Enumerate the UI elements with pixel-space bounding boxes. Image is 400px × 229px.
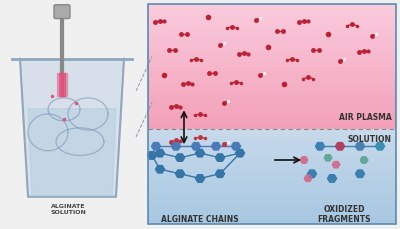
Polygon shape — [216, 170, 224, 178]
Bar — [148, 113, 396, 117]
Bar — [148, 139, 396, 142]
Bar — [148, 146, 396, 149]
Bar — [148, 38, 396, 42]
Bar — [148, 190, 396, 193]
Bar — [148, 76, 396, 80]
Bar — [148, 34, 396, 38]
Bar — [148, 174, 396, 177]
Bar — [148, 17, 396, 21]
Polygon shape — [156, 150, 164, 157]
Text: OXIDIZED
FRAGMENTS: OXIDIZED FRAGMENTS — [317, 204, 371, 223]
Bar — [148, 196, 396, 199]
Bar — [148, 202, 396, 205]
Bar — [148, 218, 396, 221]
Polygon shape — [356, 143, 364, 150]
Polygon shape — [316, 143, 324, 150]
Bar — [148, 155, 396, 158]
Bar — [148, 5, 396, 224]
Bar — [148, 180, 396, 183]
Bar — [148, 193, 396, 196]
Polygon shape — [216, 154, 224, 162]
Polygon shape — [324, 155, 332, 161]
Bar — [148, 9, 396, 13]
Bar — [148, 109, 396, 113]
Bar — [148, 30, 396, 34]
Polygon shape — [176, 154, 184, 162]
Bar — [148, 105, 396, 109]
Text: SOLUTION: SOLUTION — [348, 134, 392, 143]
Bar — [148, 130, 396, 133]
Bar — [148, 46, 396, 51]
Bar — [148, 80, 396, 84]
Bar — [148, 177, 396, 180]
Bar — [148, 221, 396, 224]
Bar — [148, 84, 396, 88]
Bar — [148, 133, 396, 136]
Bar — [148, 59, 396, 63]
Bar — [148, 51, 396, 55]
Text: AIR PLASMA: AIR PLASMA — [339, 112, 392, 121]
Polygon shape — [336, 143, 344, 150]
FancyBboxPatch shape — [54, 6, 70, 19]
Bar — [148, 215, 396, 218]
Bar — [148, 212, 396, 215]
Polygon shape — [376, 143, 384, 150]
Bar — [148, 92, 396, 96]
Bar — [148, 42, 396, 46]
Bar — [148, 67, 396, 71]
Bar — [148, 88, 396, 92]
Polygon shape — [360, 157, 368, 163]
Polygon shape — [28, 109, 116, 196]
Polygon shape — [212, 143, 220, 150]
Bar — [148, 168, 396, 171]
Bar — [148, 71, 396, 76]
Bar — [148, 165, 396, 168]
Polygon shape — [196, 150, 204, 157]
Bar — [148, 142, 396, 146]
Polygon shape — [356, 170, 364, 178]
Polygon shape — [20, 60, 124, 197]
Bar — [148, 25, 396, 30]
Polygon shape — [304, 176, 312, 182]
Polygon shape — [172, 143, 180, 150]
Polygon shape — [192, 143, 200, 150]
Bar — [148, 21, 396, 25]
Polygon shape — [232, 143, 240, 150]
Bar — [148, 126, 396, 130]
Polygon shape — [332, 162, 340, 168]
Bar — [148, 187, 396, 190]
Text: ALGINATE
SOLUTION: ALGINATE SOLUTION — [50, 203, 86, 214]
Bar — [148, 122, 396, 126]
Polygon shape — [156, 166, 164, 173]
Bar — [148, 136, 396, 139]
Text: ALGINATE CHAINS: ALGINATE CHAINS — [161, 214, 239, 223]
Polygon shape — [236, 150, 244, 157]
Bar — [148, 199, 396, 202]
Bar — [148, 63, 396, 67]
Bar — [148, 55, 396, 59]
Polygon shape — [308, 170, 316, 178]
Polygon shape — [152, 143, 160, 150]
Bar — [148, 13, 396, 17]
Polygon shape — [328, 175, 336, 182]
Bar — [148, 117, 396, 122]
Bar — [148, 158, 396, 161]
Bar — [148, 161, 396, 165]
Bar — [148, 5, 396, 9]
Bar — [148, 171, 396, 174]
Bar — [148, 149, 396, 152]
Bar — [148, 205, 396, 209]
Bar — [148, 183, 396, 187]
Bar — [148, 209, 396, 212]
Polygon shape — [300, 157, 308, 163]
Bar — [148, 152, 396, 155]
Polygon shape — [176, 170, 184, 178]
Polygon shape — [196, 175, 204, 182]
Polygon shape — [148, 152, 156, 159]
Bar — [148, 101, 396, 105]
Bar — [148, 96, 396, 101]
